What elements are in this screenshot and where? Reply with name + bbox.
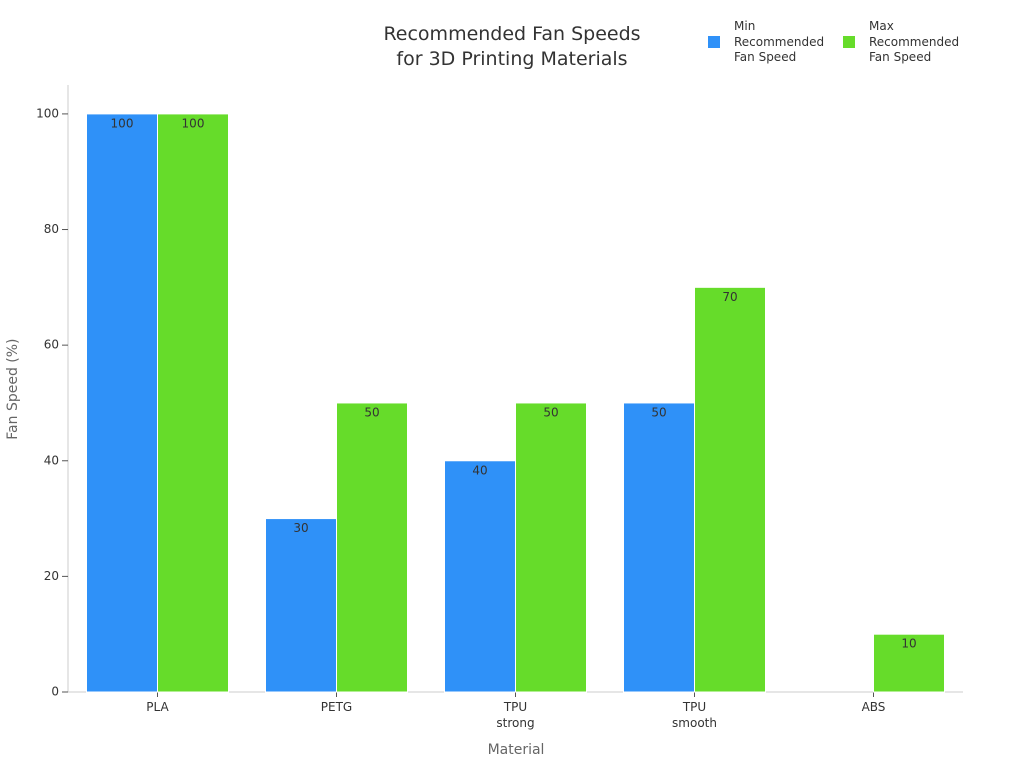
- bar: [336, 402, 408, 693]
- value-label: 30: [293, 521, 308, 535]
- x-tick-label: PLA: [146, 700, 169, 714]
- x-tick-label: PETG: [320, 700, 353, 714]
- value-label: 100: [182, 116, 205, 130]
- legend-swatch: [708, 36, 720, 48]
- x-axis-label: Material: [487, 742, 545, 758]
- bar: [444, 460, 516, 693]
- x-tick-label: TPU smooth: [672, 700, 717, 730]
- chart-title: Recommended Fan Speeds for 3D Printing M…: [383, 23, 641, 70]
- bar: [86, 113, 158, 693]
- bar: [157, 113, 229, 693]
- value-label: 100: [111, 116, 134, 130]
- legend-label: Max Recommended Fan Speed: [869, 19, 960, 65]
- bar: [623, 402, 695, 693]
- value-label: 70: [722, 290, 737, 304]
- value-label: 50: [543, 405, 558, 419]
- y-tick-label: 100: [36, 106, 59, 120]
- y-tick-label: 40: [44, 453, 59, 467]
- value-label: 40: [472, 463, 487, 477]
- value-label: 50: [651, 405, 666, 419]
- x-tick-label: TPU strong: [496, 700, 535, 730]
- bar: [873, 633, 945, 693]
- y-tick-label: 80: [44, 222, 59, 236]
- y-tick-label: 60: [44, 338, 59, 352]
- bar: [694, 286, 766, 693]
- bar: [265, 518, 337, 693]
- value-label: 50: [364, 405, 379, 419]
- legend-label: Min Recommended Fan Speed: [734, 19, 825, 65]
- x-tick-label: ABS: [861, 700, 886, 714]
- y-tick-label: 0: [51, 685, 59, 699]
- y-axis-label: Fan Speed (%): [4, 338, 21, 440]
- y-tick-label: 20: [44, 569, 59, 583]
- bar: [515, 402, 587, 693]
- value-label: 10: [901, 637, 916, 651]
- legend-swatch: [843, 36, 855, 48]
